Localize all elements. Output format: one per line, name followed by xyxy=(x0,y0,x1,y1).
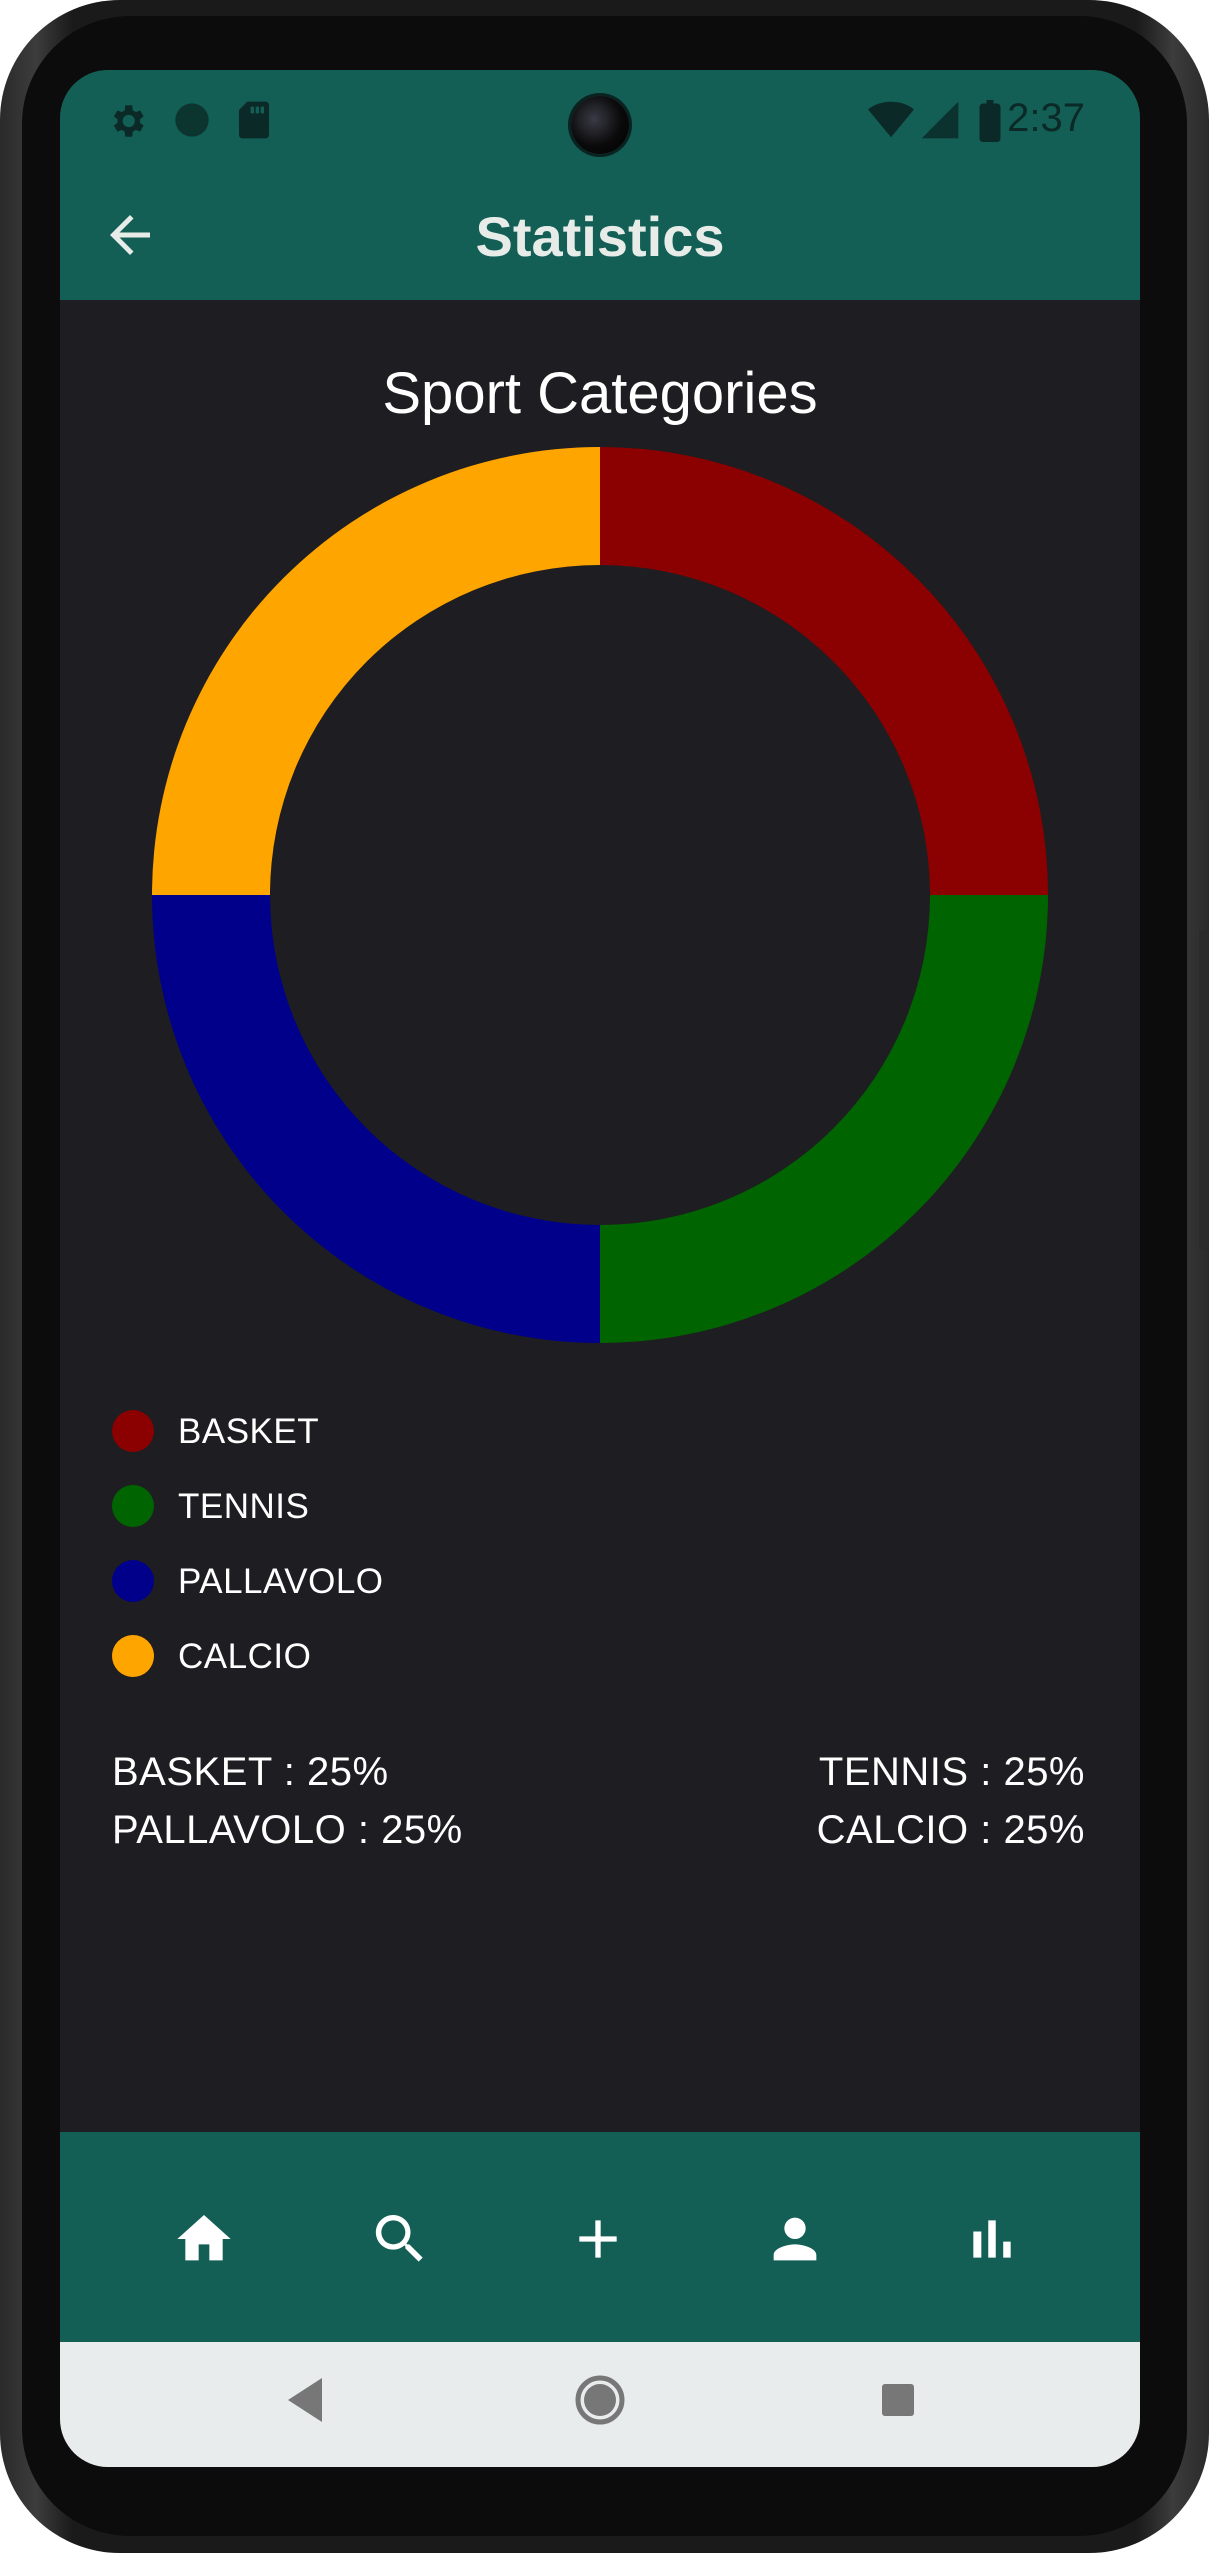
stat-tennis: TENNIS : 25% xyxy=(818,1750,1085,1794)
legend-dot-basket xyxy=(112,1410,154,1452)
app-bar: Statistics xyxy=(60,170,1140,300)
bar-chart-icon[interactable] xyxy=(960,2207,1024,2271)
back-triangle-icon[interactable] xyxy=(282,2372,330,2428)
bottom-navigation xyxy=(60,2132,1140,2342)
add-icon[interactable] xyxy=(566,2207,630,2271)
donut-slice-tennis xyxy=(600,895,1048,1343)
gear-icon xyxy=(113,105,144,137)
search-icon[interactable] xyxy=(368,2207,432,2271)
donut-slice-pallavolo xyxy=(152,895,600,1343)
stat-calcio: CALCIO : 25% xyxy=(816,1808,1085,1852)
legend-dot-tennis xyxy=(112,1485,154,1527)
donut-slice-calcio xyxy=(152,447,600,895)
sd-card-icon xyxy=(239,101,269,139)
legend-label-basket: BASKET xyxy=(178,1412,320,1451)
home-circle-icon[interactable] xyxy=(574,2372,626,2428)
person-icon[interactable] xyxy=(763,2207,827,2271)
wifi-icon xyxy=(868,101,914,138)
stat-pallavolo: PALLAVOLO : 25% xyxy=(112,1808,463,1852)
arrow-back-icon[interactable] xyxy=(100,205,160,265)
screen: 2:37 Statistics Sport Categories BASKET … xyxy=(60,70,1140,2467)
donut-slice-basket xyxy=(600,447,1048,895)
power-button xyxy=(1199,640,1209,800)
home-icon[interactable] xyxy=(172,2207,236,2271)
chart-title: Sport Categories xyxy=(382,361,818,426)
stat-basket: BASKET : 25% xyxy=(112,1750,389,1794)
legend-label-tennis: TENNIS xyxy=(178,1487,310,1526)
system-navigation-bar xyxy=(60,2342,1140,2467)
circle-icon xyxy=(175,103,209,137)
donut-chart xyxy=(152,447,1048,1343)
battery-icon xyxy=(979,100,1001,142)
front-camera xyxy=(571,96,629,154)
signal-icon xyxy=(921,101,959,139)
legend-label-calcio: CALCIO xyxy=(178,1637,312,1676)
recents-square-icon[interactable] xyxy=(876,2372,920,2428)
page-title: Statistics xyxy=(475,205,725,268)
status-bar: 2:37 xyxy=(60,70,1140,170)
legend-dot-calcio xyxy=(112,1635,154,1677)
status-time: 2:37 xyxy=(1007,96,1085,140)
legend-label-pallavolo: PALLAVOLO xyxy=(178,1562,384,1601)
legend-dot-pallavolo xyxy=(112,1560,154,1602)
volume-button xyxy=(1199,930,1209,1250)
